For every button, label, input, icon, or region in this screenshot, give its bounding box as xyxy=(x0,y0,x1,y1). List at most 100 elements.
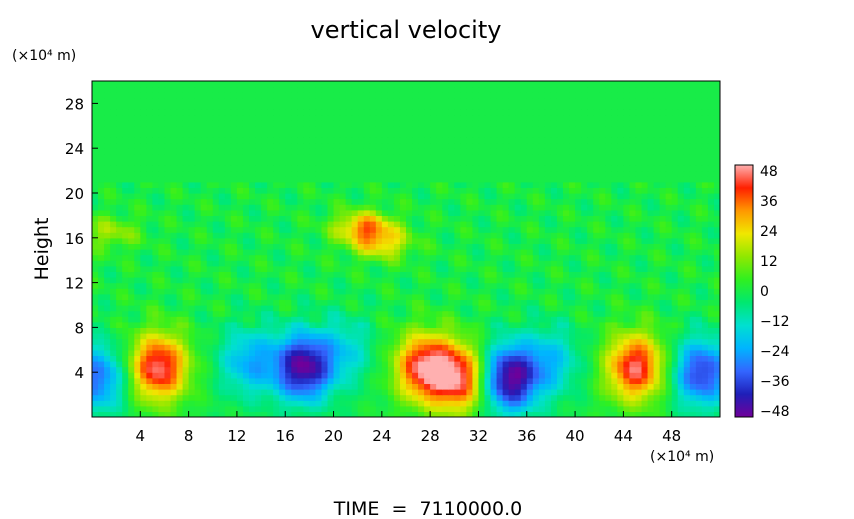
heatmap-cell xyxy=(707,176,715,183)
heatmap-cell xyxy=(255,209,262,216)
heatmap-cell xyxy=(448,215,455,222)
heatmap-cell xyxy=(273,170,280,177)
heatmap-cell xyxy=(466,288,474,295)
heatmap-cell xyxy=(333,254,341,261)
heatmap-cell xyxy=(472,299,480,306)
heatmap-cell xyxy=(291,355,298,362)
heatmap-cell xyxy=(605,209,612,216)
heatmap-cell xyxy=(442,204,449,211)
heatmap-cell xyxy=(194,232,202,239)
heatmap-cell xyxy=(333,282,341,289)
heatmap-cell xyxy=(236,389,244,396)
heatmap-cell xyxy=(291,148,298,155)
heatmap-cell xyxy=(707,338,715,345)
heatmap-cell xyxy=(454,389,461,396)
heatmap-cell xyxy=(303,243,310,250)
heatmap-cell xyxy=(436,243,443,250)
heatmap-cell xyxy=(140,321,147,328)
heatmap-cell xyxy=(514,316,522,323)
heatmap-cell xyxy=(713,265,720,272)
heatmap-cell xyxy=(393,316,401,323)
heatmap-cell xyxy=(230,215,238,222)
heatmap-cell xyxy=(236,366,244,373)
heatmap-cell xyxy=(689,366,697,373)
heatmap-cell xyxy=(520,170,528,177)
heatmap-cell xyxy=(104,282,111,289)
heatmap-cell xyxy=(544,165,552,172)
heatmap-cell xyxy=(273,288,280,295)
heatmap-cell xyxy=(520,293,528,300)
heatmap-cell xyxy=(641,232,649,239)
heatmap-cell xyxy=(351,310,359,317)
heatmap-cell xyxy=(701,204,709,211)
heatmap-cell xyxy=(98,405,105,412)
heatmap-cell xyxy=(695,377,703,384)
heatmap-cell xyxy=(267,176,274,183)
heatmap-cell xyxy=(466,282,474,289)
heatmap-cell xyxy=(279,176,286,183)
heatmap-cell xyxy=(707,193,715,200)
heatmap-cell xyxy=(563,215,570,222)
heatmap-cell xyxy=(593,383,600,390)
heatmap-cell xyxy=(671,372,679,379)
heatmap-cell xyxy=(478,344,486,351)
heatmap-cell xyxy=(641,377,649,384)
heatmap-cell xyxy=(466,305,474,312)
heatmap-cell xyxy=(448,165,455,172)
heatmap-cell xyxy=(707,394,715,401)
heatmap-cell xyxy=(291,344,298,351)
heatmap-cell xyxy=(707,299,715,306)
heatmap-cell xyxy=(623,176,631,183)
heatmap-cell xyxy=(315,260,323,267)
heatmap-cell xyxy=(285,389,292,396)
heatmap-cell xyxy=(351,165,359,172)
heatmap-cell xyxy=(212,254,220,261)
heatmap-cell xyxy=(140,405,147,412)
heatmap-cell xyxy=(188,254,196,261)
heatmap-cell xyxy=(255,193,262,200)
heatmap-cell xyxy=(363,305,371,312)
heatmap-cell xyxy=(683,181,691,188)
heatmap-cell xyxy=(92,226,99,233)
heatmap-cell xyxy=(412,226,419,233)
heatmap-cell xyxy=(635,372,643,379)
heatmap-cell xyxy=(261,355,268,362)
heatmap-cell xyxy=(466,249,474,256)
heatmap-cell xyxy=(502,226,510,233)
heatmap-cell xyxy=(490,243,498,250)
heatmap-cell xyxy=(587,327,594,334)
heatmap-cell xyxy=(188,344,196,351)
heatmap-cell xyxy=(508,299,516,306)
heatmap-cell xyxy=(176,165,184,172)
heatmap-cell xyxy=(339,198,347,205)
heatmap-cell xyxy=(635,249,643,256)
heatmap-cell xyxy=(665,305,673,312)
heatmap-cell xyxy=(677,355,685,362)
heatmap-cell xyxy=(478,260,486,267)
heatmap-cell xyxy=(569,170,576,177)
heatmap-cell xyxy=(550,198,558,205)
heatmap-cell xyxy=(514,310,522,317)
heatmap-cell xyxy=(321,260,329,267)
heatmap-cell xyxy=(538,327,546,334)
heatmap-cell xyxy=(641,221,649,228)
heatmap-cell xyxy=(424,366,431,373)
heatmap-cell xyxy=(406,333,413,340)
heatmap-cell xyxy=(617,271,624,278)
heatmap-cell xyxy=(418,400,425,407)
heatmap-cell xyxy=(387,260,395,267)
heatmap-cell xyxy=(424,394,431,401)
heatmap-cell xyxy=(502,349,510,356)
heatmap-cell xyxy=(128,249,135,256)
heatmap-cell xyxy=(569,209,576,216)
heatmap-cell xyxy=(605,237,612,244)
heatmap-cell xyxy=(387,372,395,379)
heatmap-cell xyxy=(200,237,208,244)
heatmap-cell xyxy=(442,237,449,244)
heatmap-cell xyxy=(490,288,498,295)
heatmap-cell xyxy=(665,310,673,317)
heatmap-cell xyxy=(665,187,673,194)
heatmap-cell xyxy=(514,254,522,261)
heatmap-cell xyxy=(713,170,720,177)
heatmap-cell xyxy=(478,265,486,272)
